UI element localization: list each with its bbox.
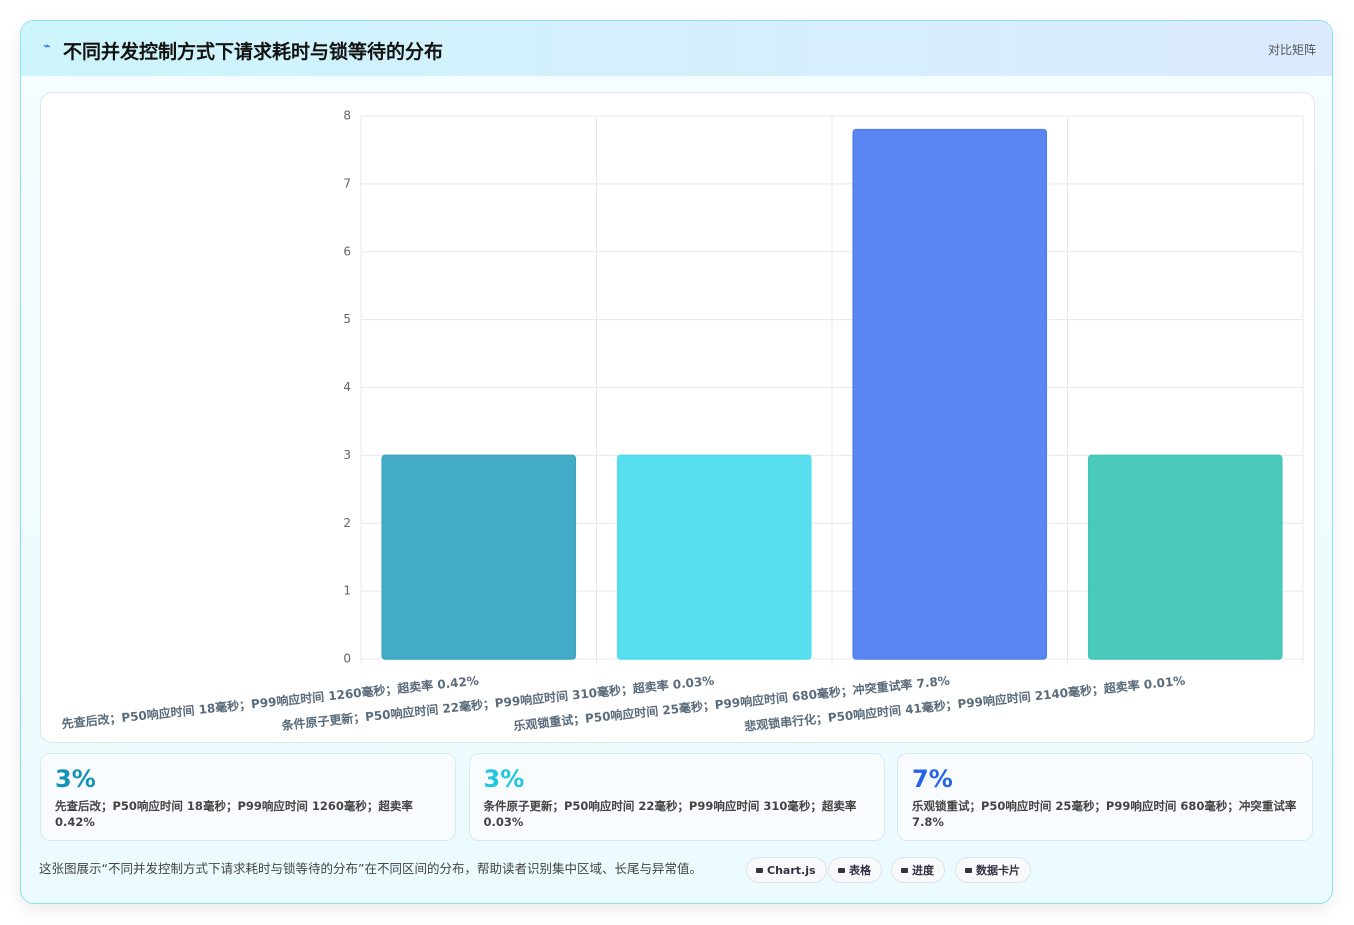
tag-button[interactable]: 表格 [828, 857, 882, 883]
tag-label: 数据卡片 [976, 864, 1020, 877]
header-icon: ⌁ [43, 39, 51, 54]
stat-value: 3% [483, 765, 525, 793]
bar [852, 128, 1048, 660]
y-tick-label: 3 [343, 448, 351, 462]
y-tick-label: 2 [343, 516, 351, 530]
stat-label: 条件原子更新；P50响应时间 22毫秒；P99响应时间 310毫秒；超卖率 0.… [483, 799, 857, 829]
stat-value: 3% [55, 765, 96, 793]
tag-label: 表格 [849, 864, 871, 877]
header: ⌁ 不同并发控制方式下请求耗时与锁等待的分布 对比矩阵 [21, 21, 1332, 76]
y-tick-label: 6 [343, 244, 351, 258]
stat-label: 乐观锁重试；P50响应时间 25毫秒；P99响应时间 680毫秒；冲突重试率 7… [912, 799, 1297, 829]
bar [381, 454, 577, 660]
tag-label: Chart.js [767, 864, 816, 877]
stat-card: 3% 先查后改；P50响应时间 18毫秒；P99响应时间 1260毫秒；超卖率 0… [40, 753, 456, 841]
y-tick-label: 7 [343, 176, 351, 190]
chart-panel: 0 1 2 3 4 5 6 7 8 先查后改；P50响应时间 18毫秒；P99响应时间 1260毫… [40, 92, 1315, 743]
stat-card: 7% 乐观锁重试；P50响应时间 25毫秒；P99响应时间 680毫秒；冲突重试率… [897, 753, 1313, 841]
stat-card: 3% 条件原子更新；P50响应时间 22毫秒；P99响应时间 310毫秒；超卖率 … [468, 753, 885, 841]
tag-button[interactable]: 数据卡片 [955, 857, 1031, 883]
chart: 0 1 2 3 4 5 6 7 8 先查后改；P50响应时间 18毫秒；P99响应时间 1260毫… [61, 109, 1304, 734]
y-tick-label: 8 [343, 109, 351, 123]
x-tick-label: 悲观锁串行化；P50响应时间 41毫秒；P99响应时间 2140毫秒；超卖率 0… [744, 673, 1186, 734]
footer-note: 这张图展示“不同并发控制方式下请求耗时与锁等待的分布”在不同区间的分布，帮助读者… [39, 861, 702, 876]
bar [616, 454, 812, 660]
tag-icon [901, 868, 908, 873]
x-tick-label: 乐观锁重试；P50响应时间 25毫秒；P99响应时间 680毫秒；冲突重试率 7… [513, 673, 951, 734]
stat-value: 7% [912, 765, 953, 793]
tag-icon [756, 868, 763, 873]
tag-button[interactable]: 进度 [891, 857, 945, 883]
tag-label: 进度 [912, 864, 934, 877]
x-tick-label: 先查后改；P50响应时间 18毫秒；P99响应时间 1260毫秒；超卖率 0.4… [61, 673, 480, 732]
bar [1087, 454, 1283, 660]
tag-icon [838, 868, 845, 873]
tag-button[interactable]: Chart.js [746, 857, 827, 883]
tag-icon [965, 868, 972, 873]
stat-label: 先查后改；P50响应时间 18毫秒；P99响应时间 1260毫秒；超卖率 0.4… [55, 799, 413, 829]
title: 不同并发控制方式下请求耗时与锁等待的分布 [63, 41, 444, 63]
y-tick-label: 0 [343, 652, 351, 666]
y-tick-label: 5 [343, 312, 351, 326]
header-action[interactable]: 对比矩阵 [1267, 43, 1316, 57]
y-tick-label: 4 [343, 380, 351, 394]
y-tick-label: 1 [343, 584, 351, 598]
x-tick-label: 条件原子更新；P50响应时间 22毫秒；P99响应时间 310毫秒；超卖率 0.… [280, 673, 715, 733]
